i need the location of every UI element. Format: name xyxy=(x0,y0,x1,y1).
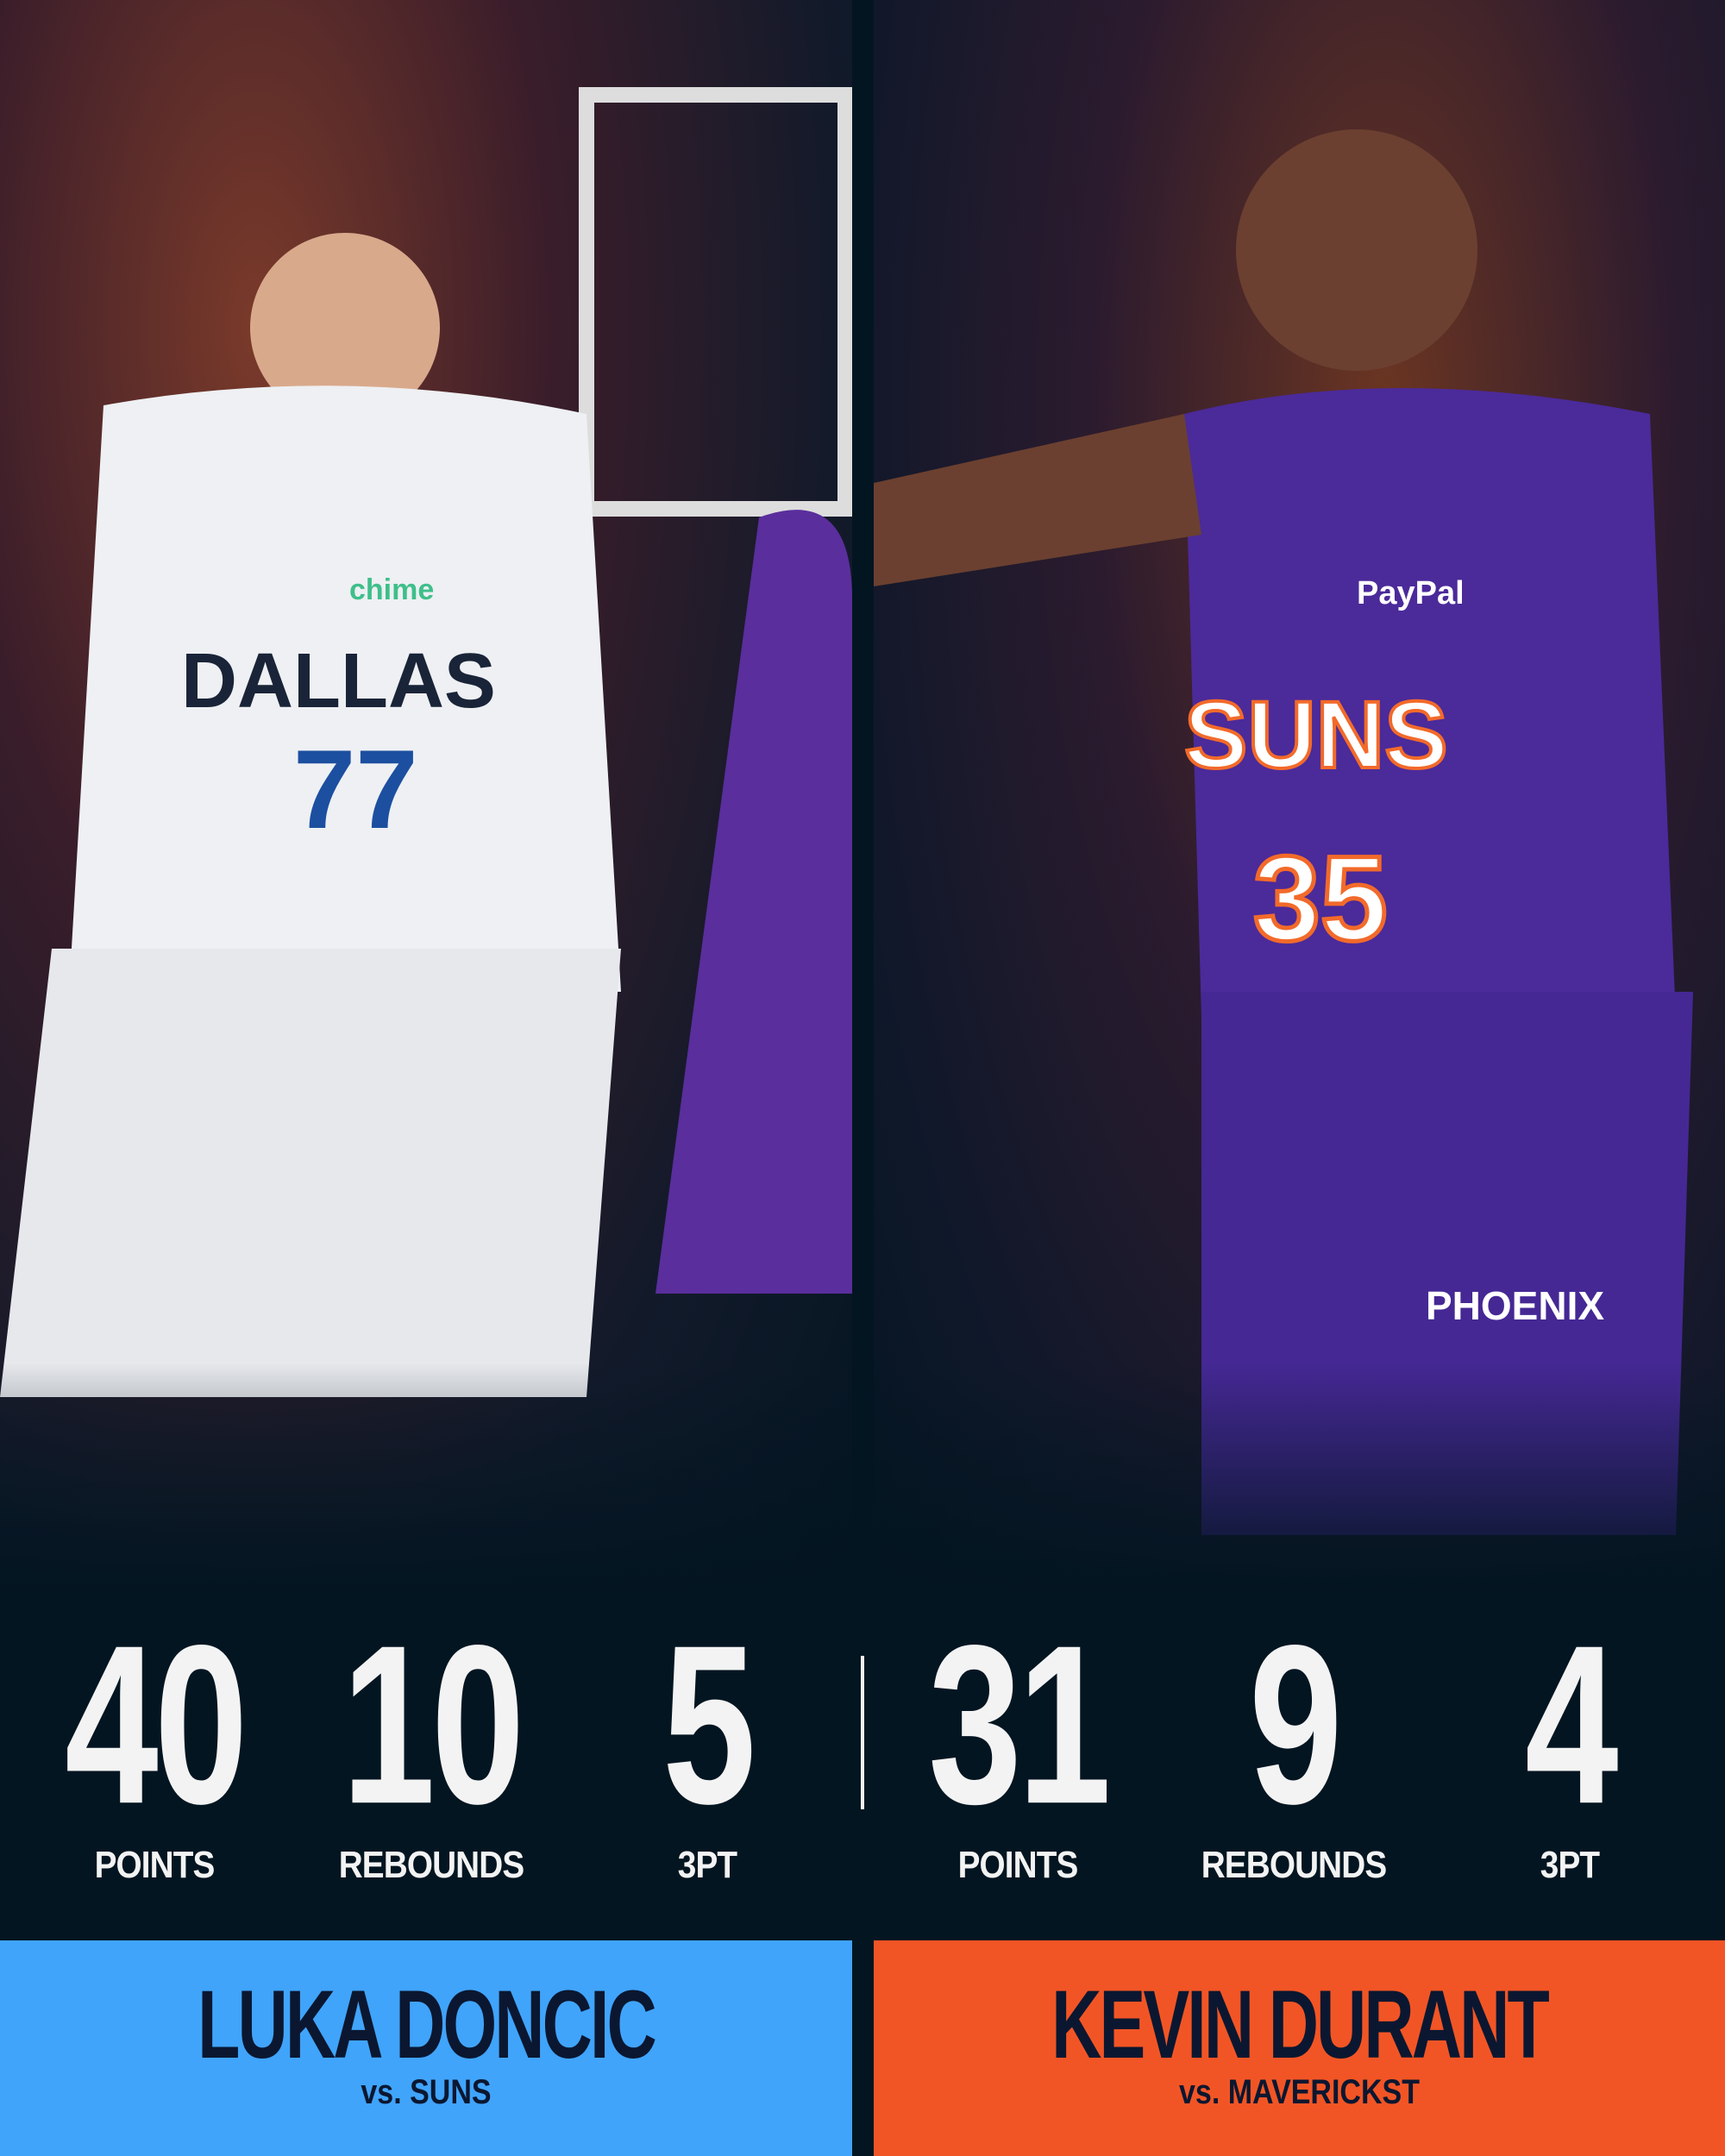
durant-jersey xyxy=(1184,388,1676,1018)
photo-fade xyxy=(874,1363,1725,1639)
player-name: KEVIN DURANT xyxy=(1051,1971,1550,2078)
jersey-number-77: 77 xyxy=(293,726,418,852)
stat-label: REBOUNDS xyxy=(338,1844,524,1886)
jersey-text-dallas: DALLAS xyxy=(181,638,496,724)
backboard xyxy=(579,87,852,517)
player-name: LUKA DONCIC xyxy=(198,1971,657,2078)
stat-label: 3PT xyxy=(1540,1844,1600,1886)
stat-value: 4 xyxy=(1525,1598,1618,1851)
stat-value: 9 xyxy=(1249,1598,1342,1851)
durant-arm xyxy=(874,414,1201,586)
jersey-number-35: 35 xyxy=(1253,830,1388,966)
luka-points-stat: 40 POINTS xyxy=(25,1611,284,1887)
stat-label: POINTS xyxy=(957,1844,1079,1886)
durant-head xyxy=(1236,129,1477,371)
center-divider-strip xyxy=(852,0,874,2156)
durant-rebounds-stat: 9 REBOUNDS xyxy=(1164,1611,1423,1887)
stat-value: 10 xyxy=(342,1598,524,1851)
stat-value: 5 xyxy=(662,1598,756,1851)
durant-3pt-stat: 4 3PT xyxy=(1440,1611,1699,1887)
stat-value: 31 xyxy=(928,1598,1111,1851)
stats-divider xyxy=(861,1656,864,1809)
sponsor-chime: chime xyxy=(349,573,434,606)
stat-label: 3PT xyxy=(677,1844,737,1886)
shorts-text-phoenix: PHOENIX xyxy=(1426,1283,1604,1328)
durant-name-panel: KEVIN DURANT vs. MAVERICKST xyxy=(874,1940,1725,2156)
opponent-label: vs. SUNS xyxy=(361,2073,492,2111)
luka-head xyxy=(250,233,440,423)
luka-jersey xyxy=(69,385,621,993)
stat-label: POINTS xyxy=(94,1844,216,1886)
jersey-text-suns: SUNS xyxy=(1184,682,1448,788)
luka-doncic-photo: DALLAS 77 chime xyxy=(0,0,852,1639)
stat-value: 40 xyxy=(65,1598,248,1851)
sponsor-paypal: PayPal xyxy=(1357,575,1465,611)
opponent-player xyxy=(656,510,852,1294)
luka-3pt-stat: 5 3PT xyxy=(578,1611,837,1887)
luka-shorts xyxy=(0,949,621,1397)
durant-points-stat: 31 POINTS xyxy=(888,1611,1147,1887)
kevin-durant-photo: PayPal SUNS 35 PHOENIX xyxy=(874,0,1725,1639)
luka-rebounds-stat: 10 REBOUNDS xyxy=(302,1611,561,1887)
opponent-label: vs. MAVERICKST xyxy=(1179,2073,1420,2111)
luka-player-illustration: DALLAS 77 chime xyxy=(0,87,852,1397)
stat-label: REBOUNDS xyxy=(1201,1844,1387,1886)
photo-fade xyxy=(0,1363,852,1639)
luka-name-panel: LUKA DONCIC vs. SUNS xyxy=(0,1940,852,2156)
